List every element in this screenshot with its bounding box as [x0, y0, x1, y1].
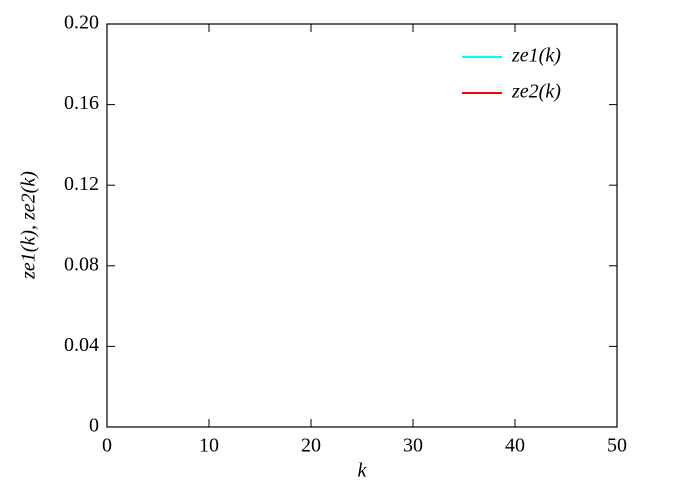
x-tick-label: 0 [102, 435, 112, 457]
y-axis-label: ze1(k), ze2(k) [18, 171, 40, 280]
x-axis-label: k [358, 460, 368, 482]
x-tick-label: 10 [199, 435, 219, 457]
y-tick-label: 0.20 [64, 12, 99, 34]
y-tick-label: 0.08 [64, 253, 99, 275]
legend-label: ze1(k) [511, 45, 561, 67]
x-tick-label: 30 [403, 435, 423, 457]
plot-frame [106, 23, 618, 428]
x-tick-label: 20 [301, 435, 321, 457]
legend-label: ze2(k) [511, 81, 561, 103]
y-tick-label: 0.04 [64, 334, 99, 356]
y-tick-label: 0 [89, 415, 99, 437]
x-tick-label: 40 [505, 435, 525, 457]
y-tick-label: 0.12 [64, 173, 99, 195]
x-tick-label: 50 [607, 435, 627, 457]
y-tick-label: 0.16 [64, 92, 99, 114]
